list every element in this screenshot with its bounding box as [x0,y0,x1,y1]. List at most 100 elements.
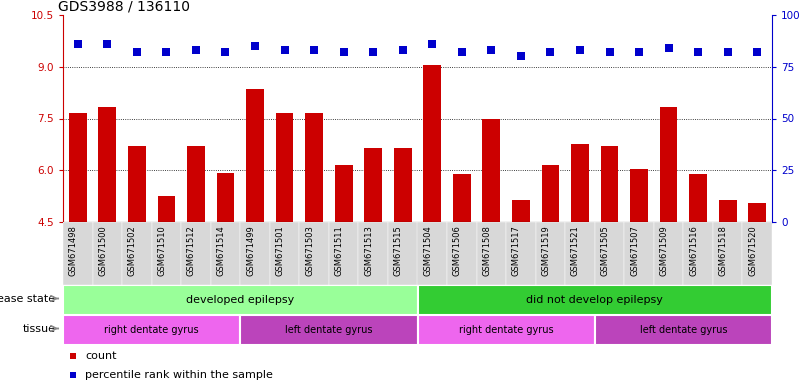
Text: GSM671499: GSM671499 [246,225,255,276]
Bar [246,89,264,222]
Point [160,49,173,55]
Text: GSM671508: GSM671508 [482,225,491,276]
Bar [743,222,772,285]
Point [456,49,469,55]
Bar [329,222,358,285]
Text: right dentate gyrus: right dentate gyrus [104,325,199,335]
Text: GSM671502: GSM671502 [128,225,137,276]
Text: GSM671505: GSM671505 [601,225,610,276]
Text: GSM671515: GSM671515 [394,225,403,276]
Bar [630,169,648,222]
Point [219,49,231,55]
Bar [571,144,589,222]
Bar [453,174,471,222]
Bar [300,222,329,285]
Text: GSM671517: GSM671517 [512,225,521,276]
Bar [358,222,388,285]
Text: left dentate gyrus: left dentate gyrus [285,325,372,335]
Point [71,41,84,47]
Point [692,49,705,55]
Bar [447,222,477,285]
Text: tissue: tissue [22,323,55,333]
Point [574,47,586,53]
Bar [748,203,766,222]
Bar [595,222,624,285]
Bar [276,113,293,222]
Point [633,49,646,55]
Point [131,49,143,55]
Text: disease state: disease state [0,293,55,303]
Point [308,47,320,53]
Bar [63,285,417,315]
Point [662,45,675,51]
Bar [512,200,529,222]
Bar [63,222,93,285]
Bar [482,119,500,222]
Point [426,41,439,47]
Bar [690,174,707,222]
Text: GSM671521: GSM671521 [571,225,580,276]
Bar [128,146,146,222]
Bar [270,222,300,285]
Point [367,49,380,55]
Bar [158,196,175,222]
Point [514,53,527,60]
Text: GSM671500: GSM671500 [99,225,107,276]
Bar [506,222,536,285]
Bar [660,108,678,222]
Bar [536,222,566,285]
Text: GSM671518: GSM671518 [718,225,727,276]
Text: right dentate gyrus: right dentate gyrus [459,325,553,335]
Point [190,47,203,53]
Bar [713,222,743,285]
Text: GSM671503: GSM671503 [305,225,314,276]
Bar [305,113,323,222]
Bar [683,222,713,285]
Bar [624,222,654,285]
Bar [240,222,270,285]
Point [396,47,409,53]
Point [485,47,497,53]
Text: count: count [86,351,117,361]
Bar [181,222,211,285]
Point [101,41,114,47]
Bar [601,146,618,222]
Text: GSM671514: GSM671514 [216,225,225,276]
Bar [388,222,417,285]
Bar [566,222,595,285]
Text: GSM671507: GSM671507 [630,225,639,276]
Bar [394,148,412,222]
Text: GSM671510: GSM671510 [157,225,167,276]
Bar [187,146,205,222]
Point [544,49,557,55]
Bar [211,222,240,285]
Point [337,49,350,55]
Text: GSM671504: GSM671504 [423,225,433,276]
Bar [216,173,235,222]
Bar [595,315,772,345]
Point [278,47,291,53]
Text: GSM671501: GSM671501 [276,225,284,276]
Bar [69,113,87,222]
Text: GSM671516: GSM671516 [689,225,698,276]
Text: GSM671513: GSM671513 [364,225,373,276]
Bar [240,315,417,345]
Text: percentile rank within the sample: percentile rank within the sample [86,371,273,381]
Bar [654,222,683,285]
Text: developed epilepsy: developed epilepsy [186,295,295,305]
Text: GSM671520: GSM671520 [748,225,757,276]
Bar [417,285,772,315]
Text: left dentate gyrus: left dentate gyrus [640,325,727,335]
Point [248,43,261,49]
Text: GDS3988 / 136110: GDS3988 / 136110 [58,0,190,13]
Bar [335,165,352,222]
Bar [424,65,441,222]
Text: GSM671498: GSM671498 [69,225,78,276]
Point [603,49,616,55]
Bar [151,222,181,285]
Bar [364,148,382,222]
Text: GSM671512: GSM671512 [187,225,196,276]
Text: GSM671511: GSM671511 [335,225,344,276]
Text: GSM671506: GSM671506 [453,225,462,276]
Bar [417,315,595,345]
